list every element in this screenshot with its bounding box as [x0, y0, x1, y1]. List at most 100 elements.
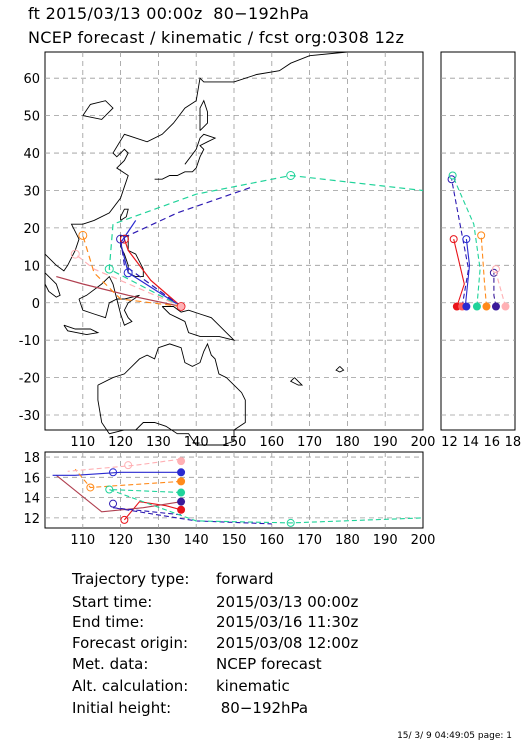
info-value: NCEP forecast — [216, 655, 322, 673]
map-y-tick-label: 30 — [23, 184, 40, 199]
map-trajectory-line — [119, 220, 182, 308]
map-y-tick-label: 50 — [23, 110, 40, 125]
map-y-tick-label: -20 — [19, 372, 40, 387]
bottom-x-tick-label: 140 — [184, 533, 209, 548]
bottom-y-tick-label: 12 — [23, 512, 40, 527]
bottom-start-dot — [177, 468, 186, 477]
map-x-tick-label: 180 — [335, 435, 360, 450]
bottom-trajectory-marker — [109, 499, 118, 508]
map-trajectory-line — [108, 174, 424, 308]
map-x-tick-label: 190 — [373, 435, 398, 450]
map-y-tick-label: 60 — [23, 72, 40, 87]
map-x-tick-label: 120 — [108, 435, 133, 450]
info-value: kinematic — [216, 677, 290, 695]
bottom-start-dot — [177, 477, 186, 486]
info-label: Initial height: — [72, 699, 172, 717]
bottom-x-tick-label: 180 — [335, 533, 360, 548]
map-trajectory-marker — [104, 264, 114, 274]
side-trajectory-marker — [477, 231, 486, 240]
info-label: Start time: — [72, 593, 153, 611]
bottom-start-dot — [177, 488, 186, 497]
map-x-tick-label: 110 — [70, 435, 95, 450]
bottom-y-tick-label: 16 — [23, 471, 40, 486]
side-x-tick-label: 18 — [505, 435, 522, 450]
info-value: 2015/03/13 00:00z — [216, 593, 359, 611]
map-x-tick-label: 140 — [184, 435, 209, 450]
coastline — [82, 100, 114, 120]
bottom-trajectory-marker — [124, 461, 133, 470]
bottom-trajectory-line — [74, 468, 182, 489]
info-row: Forecast origin: 2015/03/08 12:00z — [72, 634, 358, 652]
map-y-tick-label: 0 — [32, 297, 40, 312]
coastline — [289, 377, 304, 386]
bottom-x-tick-label: 160 — [259, 533, 284, 548]
bottom-x-tick-label: 200 — [411, 533, 436, 548]
side-trajectory-line — [453, 238, 465, 307]
coastline — [78, 275, 118, 319]
map-trajectory-marker — [123, 268, 133, 278]
side-trajectory-line — [495, 268, 507, 307]
info-row: Initial height: 80−192hPa — [72, 699, 308, 717]
side-trajectory-marker — [449, 235, 458, 244]
side-start-dot — [472, 302, 481, 311]
info-row: End time: 2015/03/16 11:30z — [72, 613, 358, 631]
map-y-tick-label: 20 — [23, 222, 40, 237]
title-line-2: NCEP forecast / kinematic / fcst org:030… — [28, 28, 405, 47]
info-label: Forecast origin: — [72, 634, 189, 652]
info-value: 2015/03/16 11:30z — [216, 613, 359, 631]
bottom-x-tick-label: 170 — [297, 533, 322, 548]
bottom-trajectory-line — [123, 501, 182, 521]
bottom-x-tick-label: 130 — [146, 533, 171, 548]
bottom-x-tick-label: 110 — [70, 533, 95, 548]
bottom-start-dot — [177, 457, 186, 466]
bottom-trajectory-line — [112, 507, 272, 525]
bottom-trajectory-marker — [109, 468, 118, 477]
coastline — [161, 306, 236, 342]
info-label: Met. data: — [72, 655, 149, 673]
info-value: 2015/03/08 12:00z — [216, 634, 359, 652]
coastline — [120, 208, 129, 221]
side-start-dot — [491, 302, 500, 311]
side-trajectory-line — [464, 239, 471, 307]
side-trajectory-marker — [462, 235, 471, 244]
side-start-dot — [462, 302, 471, 311]
side-altitude-panel: 12 14 16 18 — [440, 51, 522, 450]
side-trajectory-line — [493, 272, 497, 307]
map-trajectory-marker — [119, 234, 129, 244]
map-trajectory-marker — [116, 234, 126, 244]
bottom-y-tick-label: 14 — [23, 492, 40, 507]
bottom-y-tick-label: 18 — [23, 451, 40, 466]
map-trajectory-line — [123, 238, 182, 307]
info-value: 80−192hPa — [216, 699, 309, 717]
bottom-trajectory-marker — [105, 485, 114, 494]
coastline — [63, 324, 100, 336]
map-y-tick-label: -30 — [19, 409, 40, 424]
coastline — [44, 272, 61, 298]
side-x-tick-label: 14 — [462, 435, 479, 450]
bottom-trajectory-line — [109, 488, 424, 524]
title-line-1: ft 2015/03/13 00:00z 80−192hPa — [28, 4, 310, 23]
info-row: Met. data: NCEP forecast — [72, 655, 322, 673]
info-value: forward — [216, 570, 274, 588]
side-trajectory-line — [480, 235, 488, 307]
bottom-trajectory-line — [52, 471, 182, 476]
map-panel: 110 120 130 140 150 160 170 180 190 200 -30 -20 -10 0… — [19, 51, 436, 450]
map-y-tick-label: -10 — [19, 334, 40, 349]
bottom-x-tick-label: 120 — [108, 533, 133, 548]
info-label: End time: — [72, 613, 145, 631]
bottom-start-dot — [177, 505, 186, 514]
map-trajectory-marker — [286, 171, 296, 181]
side-trajectory-line — [452, 175, 481, 307]
map-x-tick-label: 160 — [259, 435, 284, 450]
footer-timestamp: 15/ 3/ 9 04:49:05 page: 1 — [397, 731, 512, 741]
side-x-tick-label: 12 — [441, 435, 458, 450]
coastline — [116, 294, 140, 326]
side-frame — [440, 51, 516, 431]
map-trajectory-line — [74, 253, 182, 308]
coastline — [44, 51, 348, 272]
bottom-x-tick-label: 190 — [373, 533, 398, 548]
map-y-tick-label: 40 — [23, 147, 40, 162]
info-row: Alt. calculation: kinematic — [72, 677, 290, 695]
map-x-tick-label: 200 — [411, 435, 436, 450]
